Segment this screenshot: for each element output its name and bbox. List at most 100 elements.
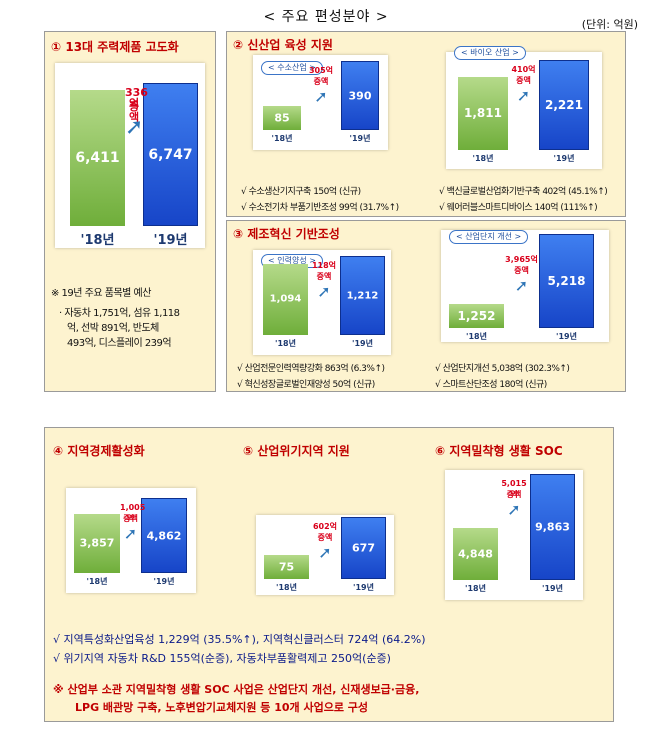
increase-label: 증액 [317,533,333,542]
bar-value-label: 5,218 [547,274,586,288]
bullet-item: √ 산업단지개선 5,038억 (302.3%↑) [435,364,570,374]
year-label: '19년 [353,583,374,592]
year-label: '19년 [542,584,563,593]
panel-title-local-soc: ⑥ 지역밀착형 생활 SOC [435,444,563,458]
chart-tag: < 산업단지 개선 > [449,230,529,244]
bar-2019: 2,221 [539,60,589,150]
bar-2018: 75 [264,555,309,579]
bar-2019: 1,212 [340,256,385,335]
bar-2018: 6,411 [70,90,125,226]
year-label: '18년 [80,233,115,248]
increase-label: 증액 [516,76,531,85]
unit-label: (단위: 억원) [581,18,638,31]
increase-amount: 410억 [511,65,536,74]
increase-label: 증액 [316,272,332,281]
chart-tag: < 바이오 산업 > [454,46,526,60]
increase-arrow-icon: ➚ [507,500,521,519]
bar-2018: 1,252 [449,304,504,328]
bar-value-label: 1,811 [464,106,502,121]
bar-value-label: 2,221 [545,98,583,112]
note-title: ※ 19년 주요 품목별 예산 [51,288,151,299]
bar-2019: 390 [341,61,379,130]
increase-amount: 602억 [312,522,338,531]
increase-arrow-icon: ➚ [317,282,331,301]
bullet-item: √ 산업전문인력역량강화 863억 (6.3%↑) [237,364,385,374]
bar-value-label: 1,212 [346,290,379,301]
panel-title-crisis-region: ⑤ 산업위기지역 지원 [243,444,350,458]
year-label: '18년 [271,134,293,143]
increase-arrow-icon: ➚ [125,115,144,140]
bar-value-label: 1,252 [457,309,496,323]
bar-2019: 677 [341,517,386,579]
bullet-item: √ 수소전기차 부품기반조성 99억 (31.7%↑) [241,203,399,213]
increase-label: 증액 [313,77,329,86]
panel-title-regional-economy: ④ 지역경제활성화 [53,444,145,458]
increase-label: 증액 [506,490,522,499]
bar-value-label: 3,857 [79,536,115,550]
increase-amount: 1,005억 [120,503,146,523]
year-label: '19년 [556,332,577,341]
increase-amount: 118억 [311,261,337,270]
bullet-item: √ 백신글로벌산업화기반구축 402억 (45.1%↑) [439,187,608,197]
bar-2019: 5,218 [539,234,594,328]
year-label: '19년 [349,134,371,143]
chart-card-local-soc: 4,848 9,863 '18년 '19년 5,015억 증액 ➚ [445,470,583,600]
bar-value-label: 85 [274,111,290,125]
chart-card-workforce: < 인력양성 >1,094 1,212'18년 '19년 118억 증액 ➚ [253,250,391,355]
year-label: '18년 [472,154,494,163]
chart-tag: < 수소산업 > [261,61,323,75]
year-label: '18년 [275,339,296,348]
increase-label: 증액 [128,100,140,124]
note-line: · 자동차 1,751억, 섬유 1,118 [59,308,180,319]
bullet-item: √ 수소생산기지구축 150억 (신규) [241,187,361,197]
increase-arrow-icon: ➚ [514,276,529,295]
bar-2018: 85 [263,106,301,130]
bar-2018: 4,848 [453,527,498,580]
year-label: '19년 [153,577,175,586]
increase-label: 증액 [514,266,529,275]
bar-value-label: 4,862 [146,529,182,542]
increase-amount: 5,015억 [501,479,527,499]
bar-value-label: 9,863 [535,520,570,534]
year-label: '19년 [553,154,575,163]
bar-2018: 1,811 [458,76,508,150]
year-label: '19년 [352,339,373,348]
note-line: 493억, 디스플레이 239억 [67,338,172,349]
year-label: '19년 [153,233,188,248]
bar-2019: 6,747 [143,83,198,226]
bar-value-label: 4,848 [458,547,493,561]
increase-label: 증액 [123,514,138,523]
bullet-item: √ 지역특성화산업육성 1,229억 (35.5%↑), 지역혁신클러스터 72… [53,633,426,646]
increase-arrow-icon: ➚ [318,543,332,562]
bullet-item: √ 혁신성장글로벌인재양성 50억 (신규) [237,380,375,390]
chart-card-13-products: 6,411 6,747 '18년 '19년 336억 증액 ➚ [55,63,205,248]
bullet-item: √ 스마트산단조성 180억 (신규) [435,380,547,390]
bar-value-label: 6,411 [75,150,120,167]
bar-2018: 1,094 [263,263,308,335]
page-title: < 주요 편성분야 > [263,9,389,25]
bar-2019: 9,863 [530,474,575,580]
increase-arrow-icon: ➚ [314,87,328,106]
bar-value-label: 75 [278,560,295,574]
bar-value-label: 6,747 [148,146,193,163]
increase-amount: 305억 [308,66,334,75]
bar-value-label: 390 [348,89,372,102]
bullet-item: √ 위기지역 자동차 R&D 155억(순증), 자동차부품활력제고 250억(… [53,652,391,665]
year-label: '18년 [466,332,487,341]
footer-note: LPG 배관망 구축, 노후변압기교체지원 등 10개 사업으로 구성 [75,701,369,714]
year-label: '18년 [465,584,486,593]
bar-value-label: 677 [352,541,375,555]
bar-value-label: 1,094 [269,293,302,305]
year-label: '18년 [86,577,108,586]
note-line: 억, 선박 891억, 반도체 [67,323,159,334]
panel-title: ② 신산업 육성 지원 [233,38,333,52]
panel-title: ③ 제조혁신 기반조성 [233,227,340,241]
increase-arrow-icon: ➚ [516,86,531,105]
increase-amount: 3,965억 [505,255,538,264]
panel-title: ① 13대 주력제품 고도화 [51,40,179,54]
year-label: '18년 [276,583,297,592]
